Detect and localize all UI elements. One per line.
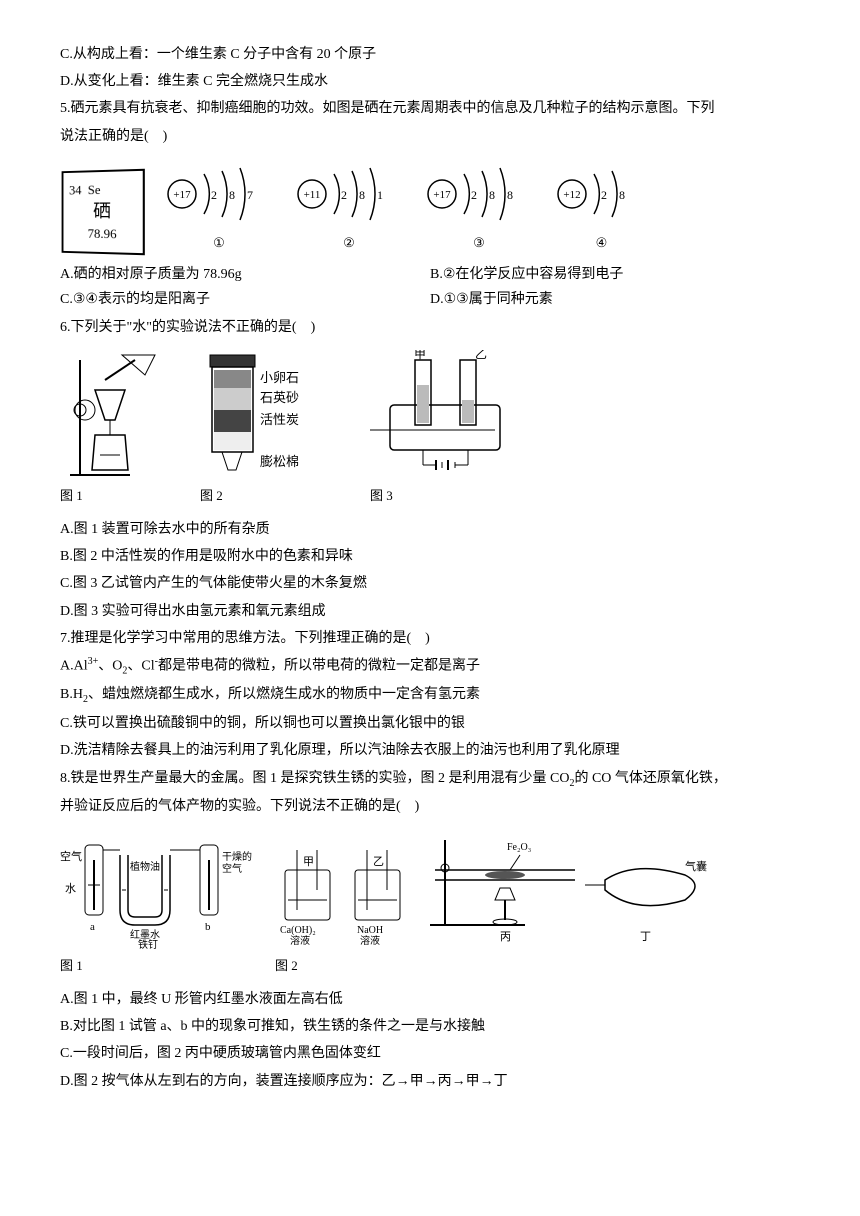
q8-figures: 空气 水 a 植物油 红墨水 铁钉 干燥的 空气 b 图 1 (60, 830, 800, 977)
svg-text:+11: +11 (304, 189, 321, 201)
atom-4-svg: +12 2 8 (554, 159, 649, 229)
svg-text:+17: +17 (433, 189, 451, 201)
layer-carbon: 活性炭 (260, 412, 299, 427)
label-dryair: 干燥的 (222, 850, 252, 863)
q8-optD: D.图 2 按气体从左到右的方向，装置连接顺序应为：乙→甲→丙→甲→丁 (60, 1069, 800, 1094)
label-bag: 气囊 (685, 859, 707, 873)
q5-optC: C.③④表示的均是阳离子 (60, 287, 430, 312)
label-air: 空气 (60, 849, 82, 863)
label-caoh: Ca(OH)₂ (280, 925, 316, 936)
q8-fig2: Ca(OH)₂ 溶液 甲 NaOH 溶液 乙 Fe₂O₃ 丙 (275, 830, 715, 977)
q5-diagram-row: 34 Se 硒 78.96 +17 2 8 7 ① +11 2 8 1 (60, 159, 800, 254)
label-water: 水 (65, 882, 76, 895)
q6-figures: 图 1 小卵石 石英砂 活性炭 膨松棉 图 2 甲 乙 (60, 350, 800, 507)
layer-pebble: 小卵石 (260, 370, 299, 385)
q6-fig3-label: 图 3 (370, 484, 393, 507)
label-b: b (205, 921, 211, 933)
q8-optB: B.对比图 1 试管 a、b 中的现象可推知，铁生锈的条件之一是与水接触 (60, 1014, 800, 1039)
label-jia: 甲 (303, 856, 314, 868)
q5-optA: A.硒的相对原子质量为 78.96g (60, 262, 430, 287)
se-sym: Se (88, 182, 101, 197)
se-name: 硒 (93, 199, 111, 224)
atom-4-label: ④ (596, 231, 608, 254)
q5-options: A.硒的相对原子质量为 78.96g B.②在化学反应中容易得到电子 C.③④表… (60, 262, 800, 312)
atom-2-label: ② (343, 231, 355, 254)
svg-text:空气: 空气 (222, 862, 242, 875)
tube-jia: 甲 (414, 350, 426, 361)
svg-text:溶液: 溶液 (290, 934, 310, 947)
atom-1: +17 2 8 7 ① (164, 159, 274, 254)
se-mass: 78.96 (88, 225, 117, 244)
label-bing: 丙 (500, 931, 511, 943)
q8-fig1: 空气 水 a 植物油 红墨水 铁钉 干燥的 空气 b 图 1 (60, 830, 260, 977)
atom-1-nucleus: +17 (173, 189, 191, 201)
atom-1-svg: +17 2 8 7 (164, 159, 274, 229)
svg-text:2: 2 (601, 188, 607, 202)
q5-stem-1: 5.硒元素具有抗衰老、抑制癌细胞的功效。如图是硒在元素周期表中的信息及几种粒子的… (60, 96, 800, 121)
svg-text:8: 8 (619, 188, 625, 202)
label-naoh: NaOH (357, 925, 383, 936)
q6-fig2: 小卵石 石英砂 活性炭 膨松棉 图 2 (200, 350, 340, 507)
atom-3: +17 2 8 8 ③ (424, 159, 534, 254)
q8-stem-2: 并验证反应后的气体产物的实验。下列说法不正确的是( ) (60, 794, 800, 819)
q7-optA: A.Al3+、O2、Cl-都是带电荷的微粒，所以带电荷的微粒一定都是离子 (60, 653, 800, 680)
svg-text:8: 8 (359, 188, 365, 202)
layer-sand: 石英砂 (260, 390, 299, 405)
q6-stem: 6.下列关于"水"的实验说法不正确的是( ) (60, 315, 800, 340)
label-yi: 乙 (373, 855, 384, 868)
svg-text:8: 8 (507, 188, 513, 202)
q8-fig2-label: 图 2 (275, 954, 298, 977)
q8-stem-1: 8.铁是世界生产量最大的金属。图 1 是探究铁生锈的实验，图 2 是利用混有少量… (60, 766, 800, 793)
q8-optC: C.一段时间后，图 2 丙中硬质玻璃管内黑色固体变红 (60, 1041, 800, 1066)
atom-3-svg: +17 2 8 8 (424, 159, 534, 229)
svg-text:2: 2 (341, 188, 347, 202)
q6-fig3: 甲 乙 图 3 (370, 350, 520, 507)
svg-text:溶液: 溶液 (360, 934, 380, 947)
label-ding: 丁 (640, 931, 651, 943)
q7-stem: 7.推理是化学学习中常用的思维方法。下列推理正确的是( ) (60, 626, 800, 651)
layer-cotton: 膨松棉 (260, 454, 299, 469)
q6-optD: D.图 3 实验可得出水由氢元素和氧元素组成 (60, 599, 800, 624)
q5-optB: B.②在化学反应中容易得到电子 (430, 262, 800, 287)
q8-fig1-label: 图 1 (60, 954, 83, 977)
q6-optC: C.图 3 乙试管内产生的气体能使带火星的木条复燃 (60, 571, 800, 596)
atom-1-label: ① (213, 231, 225, 254)
svg-text:2: 2 (471, 188, 477, 202)
q6-fig1: 图 1 (60, 350, 170, 507)
label-a: a (90, 921, 95, 933)
q7-optC: C.铁可以置换出硫酸铜中的铜，所以铜也可以置换出氯化银中的银 (60, 711, 800, 736)
svg-text:8: 8 (229, 188, 235, 202)
tube-yi: 乙 (475, 350, 487, 361)
label-oil: 植物油 (130, 860, 160, 873)
svg-text:7: 7 (247, 188, 253, 202)
q6-fig2-label: 图 2 (200, 484, 223, 507)
q5-stem-2: 说法正确的是( ) (60, 124, 800, 149)
label-fe2o3: Fe₂O₃ (507, 842, 531, 853)
se-element-box: 34 Se 硒 78.96 (60, 170, 144, 254)
q5-optD: D.①③属于同种元素 (430, 287, 800, 312)
svg-text:1: 1 (377, 188, 383, 202)
q6-fig1-label: 图 1 (60, 484, 83, 507)
se-num: 34 (69, 183, 81, 198)
atom-2-svg: +11 2 8 1 (294, 159, 404, 229)
atom-2: +11 2 8 1 ② (294, 159, 404, 254)
q7-optB: B.H2、蜡烛燃烧都生成水，所以燃烧生成水的物质中一定含有氢元素 (60, 682, 800, 709)
q4-optD: D.从变化上看：维生素 C 完全燃烧只生成水 (60, 69, 800, 94)
atom-4: +12 2 8 ④ (554, 159, 649, 254)
q7-optD: D.洗洁精除去餐具上的油污利用了乳化原理，所以汽油除去衣服上的油污也利用了乳化原… (60, 738, 800, 763)
svg-text:+12: +12 (563, 189, 580, 201)
q6-optB: B.图 2 中活性炭的作用是吸附水中的色素和异味 (60, 544, 800, 569)
svg-text:8: 8 (489, 188, 495, 202)
svg-text:2: 2 (211, 188, 217, 202)
atom-3-label: ③ (473, 231, 485, 254)
q8-optA: A.图 1 中，最终 U 形管内红墨水液面左高右低 (60, 987, 800, 1012)
label-nail: 铁钉 (138, 938, 158, 950)
q6-optA: A.图 1 装置可除去水中的所有杂质 (60, 517, 800, 542)
q4-optC: C.从构成上看：一个维生素 C 分子中含有 20 个原子 (60, 42, 800, 67)
